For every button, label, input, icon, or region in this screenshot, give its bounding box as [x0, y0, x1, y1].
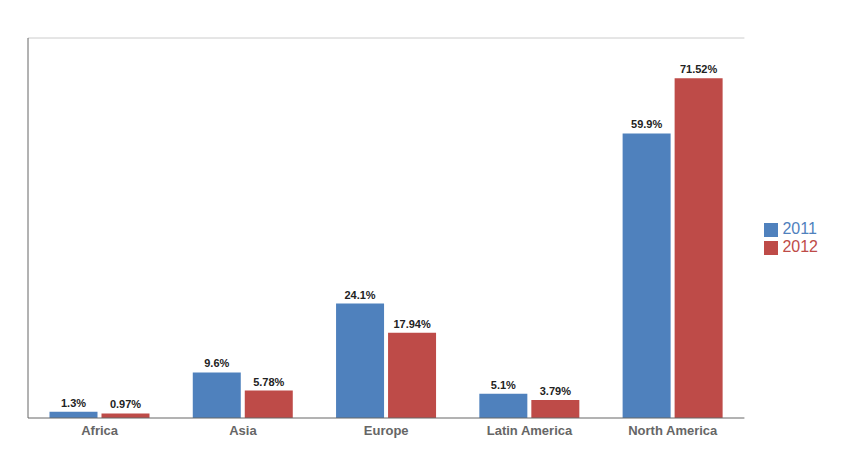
svg-text:Europe: Europe — [364, 423, 409, 438]
svg-text:5.78%: 5.78% — [253, 376, 284, 388]
svg-text:5.1%: 5.1% — [491, 379, 516, 391]
svg-text:9.6%: 9.6% — [204, 357, 229, 369]
svg-text:24.1%: 24.1% — [344, 289, 375, 301]
svg-text:1.3%: 1.3% — [61, 397, 86, 409]
svg-text:17.94%: 17.94% — [393, 318, 431, 330]
svg-text:3.79%: 3.79% — [540, 385, 571, 397]
svg-text:Latin America: Latin America — [487, 423, 573, 438]
html-text:2011: 2011 — [782, 220, 817, 237]
html-text:2012: 2012 — [782, 238, 818, 255]
svg-text:0.97%: 0.97% — [110, 398, 141, 410]
svg-text:Africa: Africa — [81, 423, 119, 438]
svg-text:71.52%: 71.52% — [680, 63, 718, 75]
svg-text:59.9%: 59.9% — [631, 118, 662, 130]
svg-text:North America: North America — [628, 423, 718, 438]
svg-text:Asia: Asia — [229, 423, 257, 438]
